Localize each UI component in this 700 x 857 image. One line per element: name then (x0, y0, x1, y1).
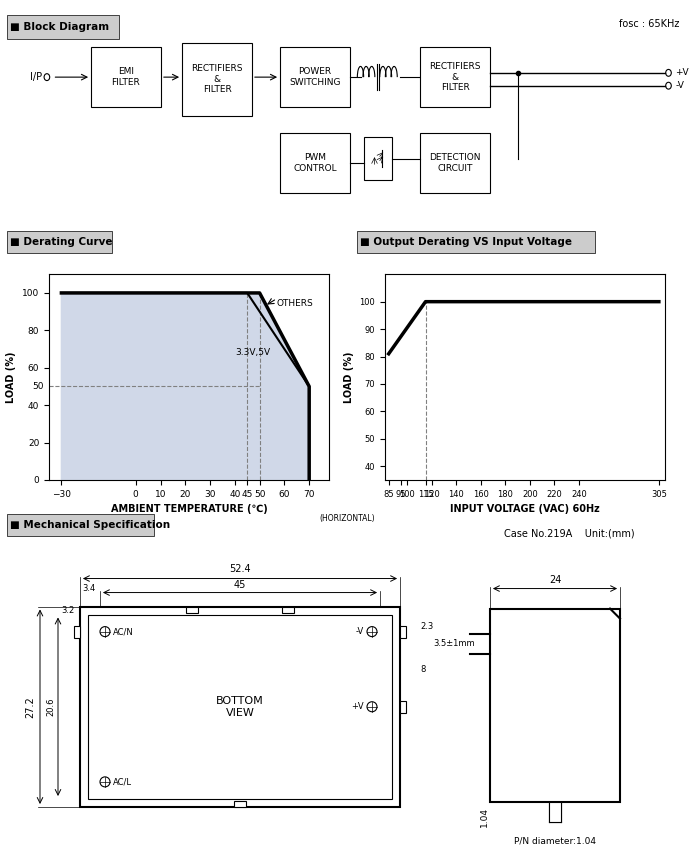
Text: fosc : 65KHz: fosc : 65KHz (619, 19, 679, 29)
Text: 27.2: 27.2 (25, 696, 35, 717)
Text: +V: +V (676, 69, 689, 77)
Y-axis label: LOAD (%): LOAD (%) (6, 351, 17, 403)
Text: RECTIFIERS
&
FILTER: RECTIFIERS & FILTER (429, 63, 481, 92)
Text: 3.2: 3.2 (62, 606, 75, 615)
FancyBboxPatch shape (7, 231, 112, 253)
Y-axis label: LOAD (%): LOAD (%) (344, 351, 354, 403)
Text: 2.3: 2.3 (420, 622, 433, 631)
FancyBboxPatch shape (80, 607, 400, 807)
FancyBboxPatch shape (490, 608, 620, 802)
Text: DETECTION
CIRCUIT: DETECTION CIRCUIT (429, 153, 481, 172)
Bar (186, 607, 198, 613)
Text: OTHERS: OTHERS (277, 298, 314, 308)
Text: ■ Block Diagram: ■ Block Diagram (10, 21, 110, 32)
FancyBboxPatch shape (7, 15, 119, 39)
FancyBboxPatch shape (420, 133, 490, 193)
Text: 52.4: 52.4 (229, 564, 251, 573)
X-axis label: INPUT VOLTAGE (VAC) 60Hz: INPUT VOLTAGE (VAC) 60Hz (450, 504, 600, 514)
X-axis label: AMBIENT TEMPERATURE (℃): AMBIENT TEMPERATURE (℃) (111, 504, 267, 514)
FancyBboxPatch shape (182, 43, 252, 116)
Text: ■ Output Derating VS Input Voltage: ■ Output Derating VS Input Voltage (360, 237, 573, 247)
Bar (400, 701, 406, 713)
Text: POWER
SWITCHING: POWER SWITCHING (289, 68, 341, 87)
Text: BOTTOM
VIEW: BOTTOM VIEW (216, 696, 264, 717)
FancyBboxPatch shape (280, 47, 350, 107)
Text: 1.04: 1.04 (480, 807, 489, 827)
Text: 24: 24 (549, 574, 561, 584)
Text: 3.5±1mm: 3.5±1mm (433, 639, 475, 648)
Bar (400, 626, 406, 638)
Text: 3.4: 3.4 (82, 584, 95, 592)
FancyBboxPatch shape (88, 614, 392, 799)
Text: 20.6: 20.6 (46, 698, 55, 716)
FancyBboxPatch shape (357, 231, 595, 253)
Bar (74, 626, 80, 638)
FancyBboxPatch shape (91, 47, 161, 107)
Text: Case No.219A    Unit:(mm): Case No.219A Unit:(mm) (504, 528, 635, 538)
Text: -V: -V (356, 627, 364, 636)
Text: RECTIFIERS
&
FILTER: RECTIFIERS & FILTER (191, 64, 243, 94)
Text: 3.3V,5V: 3.3V,5V (234, 348, 270, 357)
Text: +V: +V (351, 702, 364, 711)
Text: ■ Derating Curve: ■ Derating Curve (10, 237, 113, 247)
FancyBboxPatch shape (420, 47, 490, 107)
Polygon shape (62, 293, 309, 480)
FancyBboxPatch shape (364, 137, 392, 180)
Text: 50: 50 (32, 382, 44, 391)
Bar (234, 801, 246, 807)
Bar (282, 607, 294, 613)
Text: ■ Mechanical Specification: ■ Mechanical Specification (10, 520, 171, 530)
Text: -V: -V (676, 81, 685, 90)
Text: 45: 45 (234, 579, 246, 590)
Text: (HORIZONTAL): (HORIZONTAL) (319, 513, 374, 523)
Text: P/N diameter:1.04: P/N diameter:1.04 (514, 837, 596, 846)
Text: EMI
FILTER: EMI FILTER (111, 68, 141, 87)
Text: AC/L: AC/L (113, 777, 132, 787)
FancyBboxPatch shape (7, 514, 154, 536)
Text: I/P: I/P (30, 72, 42, 82)
Text: PWM
CONTROL: PWM CONTROL (293, 153, 337, 172)
Text: 8: 8 (420, 665, 426, 674)
Text: AC/N: AC/N (113, 627, 134, 636)
FancyBboxPatch shape (280, 133, 350, 193)
Bar (549, 802, 561, 822)
